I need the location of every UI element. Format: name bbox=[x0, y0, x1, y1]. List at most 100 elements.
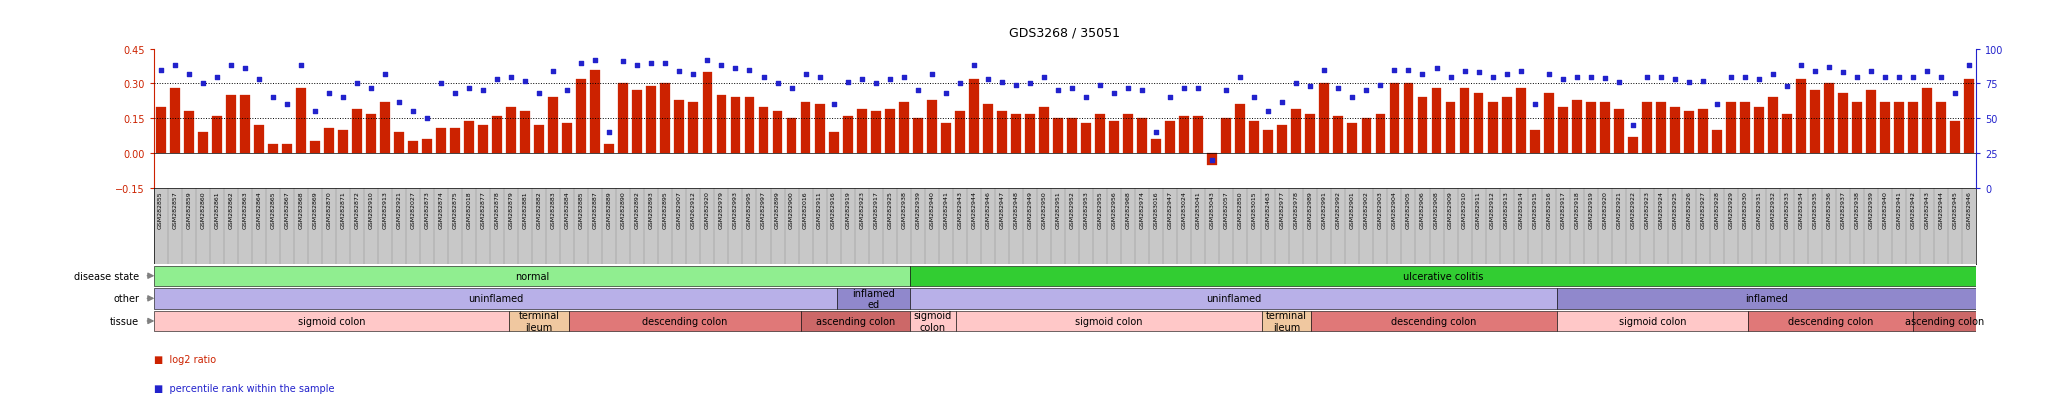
Text: GSM282921: GSM282921 bbox=[1616, 191, 1622, 228]
Text: uninflamed: uninflamed bbox=[1206, 294, 1262, 304]
Bar bbox=[240, 96, 250, 154]
Bar bbox=[324, 128, 334, 154]
Bar bbox=[1749, 311, 1913, 331]
Text: GSM282995: GSM282995 bbox=[748, 191, 752, 228]
Text: GSM282907: GSM282907 bbox=[678, 191, 682, 228]
Point bbox=[397, 109, 430, 115]
Point bbox=[285, 63, 317, 69]
Text: GSM282938: GSM282938 bbox=[901, 191, 905, 228]
Point bbox=[1491, 71, 1524, 78]
Bar bbox=[1726, 103, 1737, 154]
Text: GSM282911: GSM282911 bbox=[817, 191, 821, 228]
Point bbox=[1575, 74, 1608, 81]
Point bbox=[774, 85, 807, 92]
Point bbox=[606, 59, 639, 65]
Text: GSM282913: GSM282913 bbox=[383, 191, 387, 228]
Text: GSM282917: GSM282917 bbox=[872, 191, 879, 228]
Bar bbox=[254, 126, 264, 154]
Bar bbox=[1753, 107, 1763, 154]
Text: GSM282887: GSM282887 bbox=[592, 191, 598, 228]
Bar bbox=[170, 89, 180, 154]
Point bbox=[1042, 88, 1075, 95]
Point bbox=[1294, 84, 1327, 90]
Text: ■  log2 ratio: ■ log2 ratio bbox=[154, 354, 215, 364]
Point bbox=[1266, 99, 1298, 106]
Bar bbox=[211, 116, 221, 154]
Bar bbox=[575, 80, 586, 154]
Point bbox=[1925, 74, 1958, 81]
Text: GSM282918: GSM282918 bbox=[1575, 191, 1579, 228]
Point bbox=[1714, 74, 1747, 81]
Point bbox=[1561, 74, 1593, 81]
Text: GSM282933: GSM282933 bbox=[1784, 191, 1790, 229]
Point bbox=[1868, 74, 1901, 81]
Bar bbox=[1935, 103, 1946, 154]
Text: GSM282910: GSM282910 bbox=[369, 191, 373, 228]
Bar bbox=[408, 142, 418, 154]
Point bbox=[1630, 74, 1663, 81]
Bar bbox=[1151, 140, 1161, 154]
Bar bbox=[1599, 103, 1610, 154]
Point bbox=[1645, 74, 1677, 81]
Bar bbox=[674, 100, 684, 154]
Text: sigmoid colon: sigmoid colon bbox=[1075, 316, 1143, 326]
Bar bbox=[928, 100, 936, 154]
Point bbox=[705, 63, 737, 69]
Text: GSM282855: GSM282855 bbox=[158, 191, 164, 228]
Text: GSM282937: GSM282937 bbox=[1841, 191, 1845, 229]
Bar bbox=[801, 311, 909, 331]
Bar bbox=[1122, 114, 1133, 154]
Bar bbox=[801, 103, 811, 154]
Text: GSM282938: GSM282938 bbox=[1855, 191, 1860, 228]
Bar bbox=[969, 80, 979, 154]
Point bbox=[1602, 80, 1634, 86]
Bar bbox=[1964, 80, 1974, 154]
Point bbox=[143, 67, 176, 74]
Bar bbox=[1081, 123, 1092, 154]
Bar bbox=[1614, 110, 1624, 154]
Bar bbox=[1669, 107, 1679, 154]
Bar bbox=[1642, 103, 1653, 154]
Text: GSM282924: GSM282924 bbox=[1659, 191, 1663, 229]
Text: GSM282916: GSM282916 bbox=[831, 191, 836, 228]
Text: ascending colon: ascending colon bbox=[815, 316, 895, 326]
Bar bbox=[1796, 80, 1806, 154]
Point bbox=[719, 66, 752, 72]
Bar bbox=[510, 311, 569, 331]
Bar bbox=[225, 96, 236, 154]
Point bbox=[551, 88, 584, 95]
Text: GSM282915: GSM282915 bbox=[1532, 191, 1538, 228]
Text: GSM282936: GSM282936 bbox=[1827, 191, 1831, 228]
Text: normal: normal bbox=[514, 271, 549, 281]
Point bbox=[1335, 95, 1368, 102]
Bar bbox=[590, 70, 600, 154]
Bar bbox=[535, 126, 545, 154]
Text: GSM282949: GSM282949 bbox=[1028, 191, 1032, 229]
Bar bbox=[569, 311, 801, 331]
Text: sigmoid colon: sigmoid colon bbox=[297, 316, 365, 326]
Bar bbox=[870, 112, 881, 154]
Text: GSM282857: GSM282857 bbox=[172, 191, 176, 228]
Bar bbox=[1544, 93, 1554, 154]
Bar bbox=[745, 98, 754, 154]
Text: GSM282944: GSM282944 bbox=[1939, 191, 1944, 229]
Point bbox=[1462, 70, 1495, 76]
Text: GSM282947: GSM282947 bbox=[999, 191, 1004, 229]
Bar bbox=[1683, 112, 1694, 154]
Text: GSM282946: GSM282946 bbox=[1966, 191, 1972, 228]
Point bbox=[594, 130, 627, 136]
Bar bbox=[1712, 131, 1722, 154]
Point bbox=[1419, 66, 1452, 72]
Text: other: other bbox=[113, 294, 139, 304]
Point bbox=[944, 81, 977, 88]
Point bbox=[424, 81, 457, 88]
Text: GSM282911: GSM282911 bbox=[1477, 191, 1481, 228]
Bar bbox=[1012, 114, 1020, 154]
Text: GSM283041: GSM283041 bbox=[1196, 191, 1200, 228]
Text: GSM282921: GSM282921 bbox=[397, 191, 401, 228]
Bar bbox=[1585, 103, 1595, 154]
Point bbox=[158, 63, 190, 69]
Text: GSM282948: GSM282948 bbox=[1014, 191, 1018, 228]
Text: GSM282930: GSM282930 bbox=[1743, 191, 1747, 228]
Bar bbox=[381, 103, 389, 154]
